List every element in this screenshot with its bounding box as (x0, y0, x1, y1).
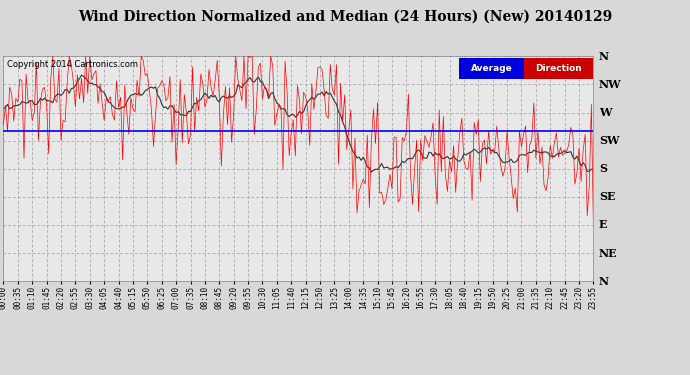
Text: Direction: Direction (535, 64, 582, 73)
Text: SE: SE (599, 191, 615, 202)
Text: N: N (599, 276, 609, 287)
Text: Wind Direction Normalized and Median (24 Hours) (New) 20140129: Wind Direction Normalized and Median (24… (78, 9, 612, 23)
Text: Average: Average (471, 64, 513, 73)
Text: E: E (599, 219, 607, 231)
Text: Copyright 2014 Cartronics.com: Copyright 2014 Cartronics.com (7, 60, 138, 69)
Text: SW: SW (599, 135, 620, 146)
Text: NW: NW (599, 79, 622, 90)
Text: W: W (599, 107, 611, 118)
Text: N: N (599, 51, 609, 62)
Text: S: S (599, 163, 607, 174)
Text: NE: NE (599, 248, 618, 259)
